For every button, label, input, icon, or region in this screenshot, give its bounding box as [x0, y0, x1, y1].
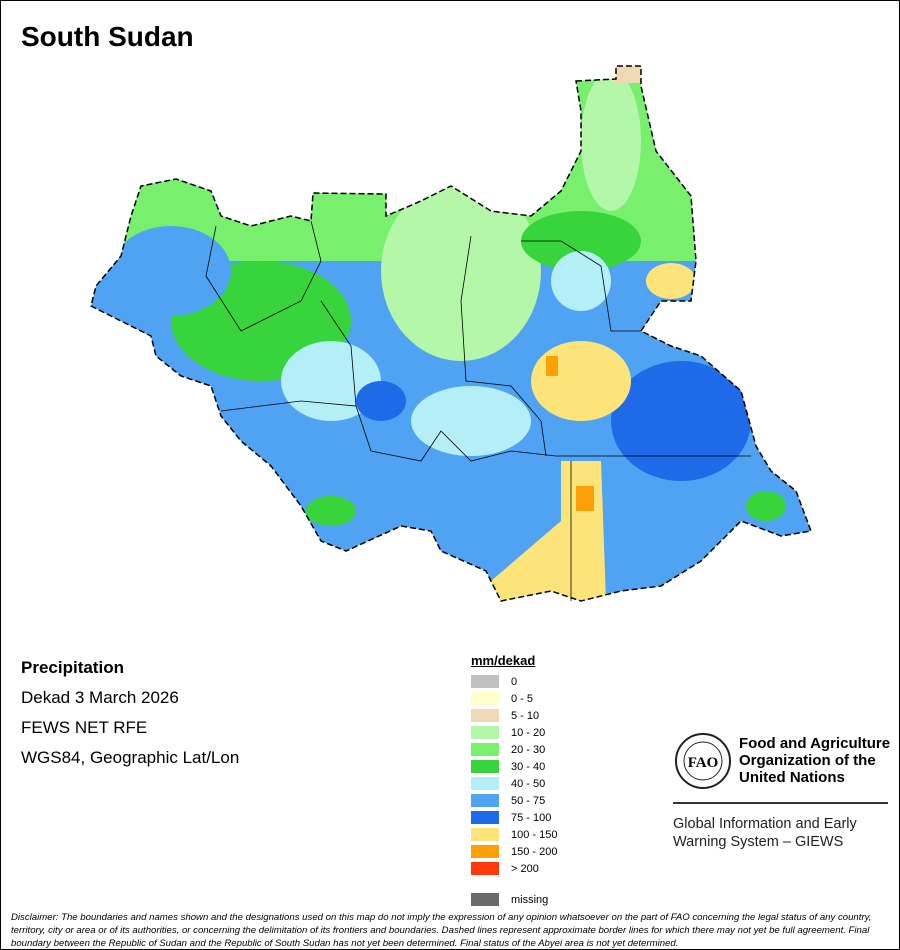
- legend: mm/dekad 0 0 - 5 5 - 10 10 - 20 20 - 30 30 - …: [471, 653, 557, 908]
- legend-item: 0 - 5: [471, 690, 557, 707]
- legend-swatch: [471, 760, 499, 773]
- legend-label: missing: [511, 893, 549, 906]
- giews-label: Global Information and Early Warning Sys…: [673, 816, 857, 850]
- legend-swatch: [471, 709, 499, 722]
- fao-emblem-icon: FAO: [675, 733, 731, 789]
- legend-item: 100 - 150: [471, 826, 557, 843]
- legend-item: 5 - 10: [471, 707, 557, 724]
- legend-swatch: [471, 777, 499, 790]
- legend-swatch: [471, 675, 499, 688]
- fao-logo-block: FAO Food and Agriculture Organization of…: [673, 731, 890, 850]
- precipitation-map: [90, 65, 812, 602]
- legend-item: 30 - 40: [471, 758, 557, 775]
- legend-label: 40 - 50: [511, 777, 546, 790]
- disclaimer: Disclaimer: The boundaries and names sho…: [11, 912, 872, 949]
- legend-label: 0 - 5: [511, 692, 534, 705]
- legend-swatch: [471, 726, 499, 739]
- divider: [673, 802, 888, 804]
- legend-label: 100 - 150: [511, 828, 558, 841]
- legend-item: 40 - 50: [471, 775, 557, 792]
- legend-label: 75 - 100: [511, 811, 552, 824]
- legend-item: > 200: [471, 860, 557, 877]
- legend-label: 150 - 200: [511, 845, 558, 858]
- legend-swatch: [471, 743, 499, 756]
- state-boundaries: [205, 220, 751, 601]
- legend-swatch: [471, 692, 499, 705]
- legend-item: 50 - 75: [471, 792, 557, 809]
- projection-label: WGS84, Geographic Lat/Lon: [21, 748, 240, 767]
- legend-label: 20 - 30: [511, 743, 546, 756]
- svg-text:FAO: FAO: [688, 755, 719, 771]
- legend-label: 10 - 20: [511, 726, 546, 739]
- fao-org-name: Food and Agriculture Organization of the…: [739, 735, 891, 786]
- legend-swatch: [471, 845, 499, 858]
- legend-label: > 200: [511, 862, 539, 875]
- legend-item: 10 - 20: [471, 724, 557, 741]
- legend-item: 150 - 200: [471, 843, 557, 860]
- legend-swatch: [471, 811, 499, 824]
- legend-item-missing: missing: [471, 891, 557, 908]
- source-label: FEWS NET RFE: [21, 718, 148, 737]
- legend-label: 5 - 10: [511, 709, 540, 722]
- variable-label: Precipitation: [21, 658, 124, 677]
- legend-label: 30 - 40: [511, 760, 546, 773]
- legend-swatch: [471, 794, 499, 807]
- legend-label: 0: [511, 675, 518, 688]
- legend-item: 0: [471, 673, 557, 690]
- legend-title: mm/dekad: [471, 653, 536, 668]
- legend-swatch: [471, 862, 499, 875]
- legend-label: 50 - 75: [511, 794, 546, 807]
- rainfall-raster: [91, 66, 811, 601]
- legend-item: 20 - 30: [471, 741, 557, 758]
- map-title: South Sudan: [21, 21, 194, 52]
- legend-item: 75 - 100: [471, 809, 557, 826]
- legend-swatch: [471, 828, 499, 841]
- period-label: Dekad 3 March 2026: [21, 688, 179, 707]
- legend-swatch: [471, 893, 499, 906]
